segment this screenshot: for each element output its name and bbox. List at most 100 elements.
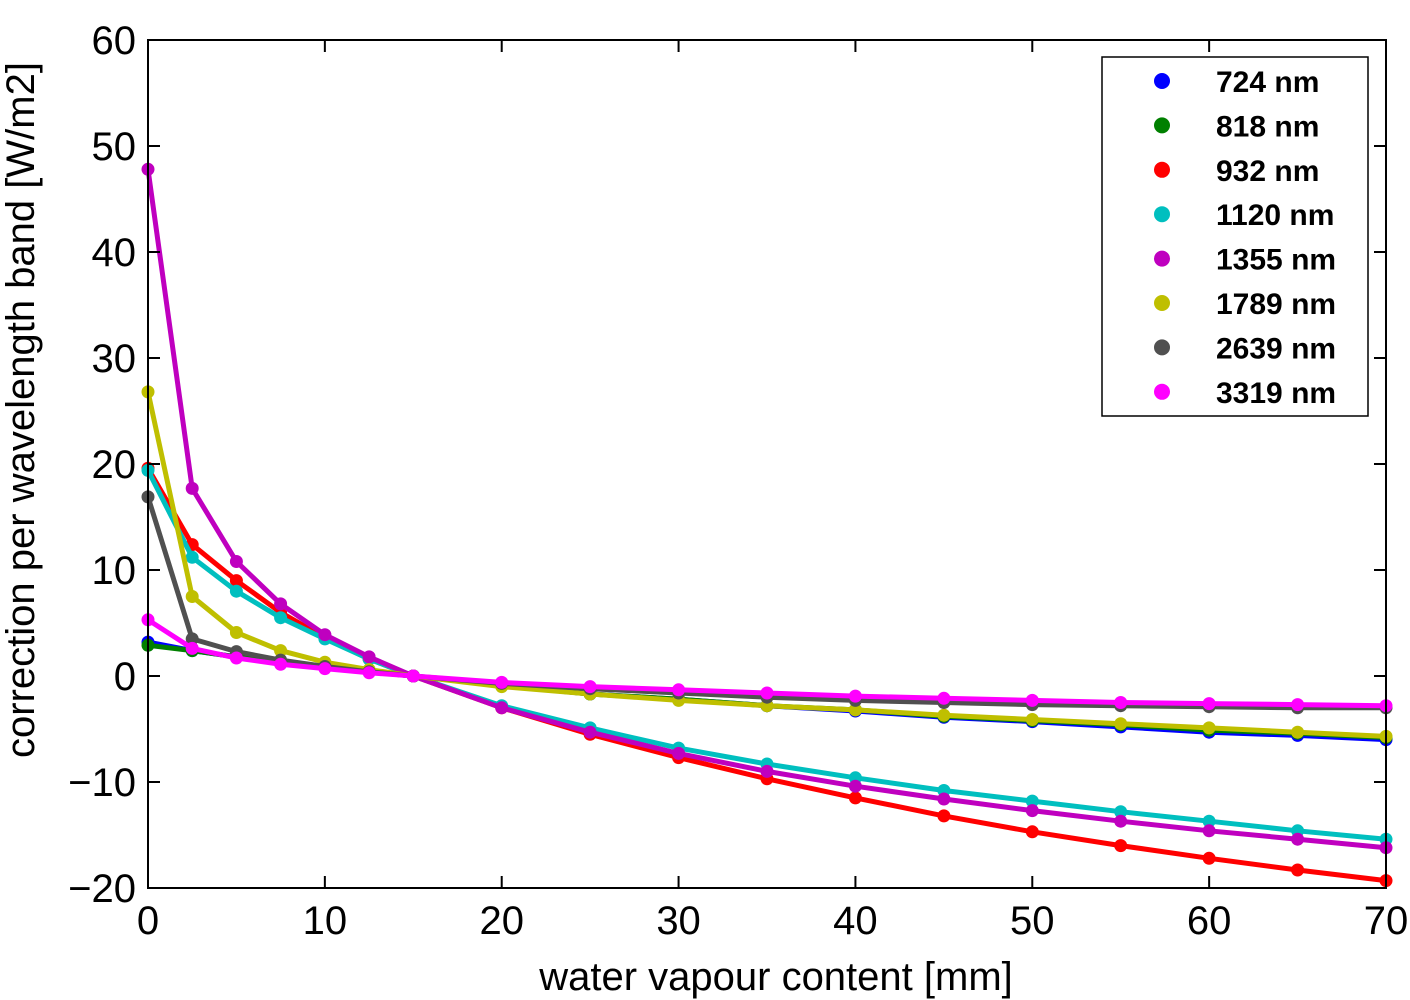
data-point (495, 701, 509, 715)
data-point (318, 628, 332, 642)
data-point (937, 809, 951, 823)
legend-item: 1789 nm (1154, 288, 1336, 321)
series-1355-nm (141, 162, 1393, 855)
data-point (583, 680, 597, 694)
data-point (1114, 717, 1128, 731)
data-point (937, 691, 951, 705)
data-point (1025, 713, 1039, 726)
data-point (185, 641, 199, 655)
y-tick-label: 20 (92, 443, 137, 487)
data-point (1202, 824, 1216, 838)
data-point (406, 669, 420, 683)
x-tick-label: 50 (1010, 899, 1055, 943)
legend-marker (1154, 161, 1170, 178)
series-line (145, 166, 1389, 851)
legend-item: 724 nm (1154, 66, 1319, 99)
legend-label: 932 nm (1216, 155, 1319, 188)
legend-label: 3319 nm (1216, 377, 1336, 410)
data-point (583, 725, 597, 739)
y-tick-label: 30 (92, 337, 137, 381)
data-point (1202, 697, 1216, 711)
data-point (1202, 721, 1216, 735)
series-3319-nm (141, 613, 1393, 713)
data-point (1025, 804, 1039, 818)
legend-label: 1789 nm (1216, 288, 1336, 321)
data-point (937, 792, 951, 806)
y-tick-label: 40 (92, 231, 137, 275)
axes: 0 10 20 30 40 50 60 70 −20 −10 0 10 20 30 40 50 60 (68, 19, 1408, 943)
legend-marker (1154, 206, 1170, 223)
legend-item: 932 nm (1154, 155, 1319, 188)
data-point (1291, 863, 1305, 877)
legend-item: 818 nm (1154, 110, 1319, 143)
data-point (1291, 698, 1305, 712)
data-point (274, 644, 288, 658)
y-axis-label: correction per wavelength band [W/m2] (0, 62, 43, 758)
series-1120-nm (141, 463, 1393, 846)
series-2639-nm (141, 490, 1393, 715)
data-point (229, 584, 243, 598)
legend-box (1101, 56, 1369, 417)
legend-label: 818 nm (1216, 110, 1319, 143)
legend-marker (1154, 73, 1170, 89)
y-tick-label: −10 (68, 761, 136, 805)
legend-label: 1120 nm (1216, 199, 1334, 232)
plot-area (141, 162, 1393, 888)
data-point (229, 574, 243, 588)
data-point (274, 611, 288, 625)
data-point (274, 657, 288, 671)
data-point (1025, 693, 1039, 707)
legend-label: 2639 nm (1216, 332, 1336, 365)
data-point (229, 626, 243, 639)
data-point (848, 689, 862, 703)
data-point (1025, 794, 1039, 808)
data-point (848, 703, 862, 717)
data-point (185, 550, 199, 564)
y-tick-label: 60 (92, 19, 137, 63)
series-line (145, 494, 1389, 711)
y-tick-label: 10 (92, 549, 137, 593)
data-point (760, 686, 774, 700)
legend-item: 1120 nm (1154, 199, 1334, 232)
legend-marker (1154, 295, 1170, 311)
legend-marker (1154, 383, 1170, 400)
data-point (848, 779, 862, 793)
series-line (145, 467, 1389, 842)
legend-label: 724 nm (1216, 66, 1319, 99)
data-point (362, 666, 376, 680)
data-point (1291, 725, 1305, 739)
data-point (185, 632, 199, 646)
x-tick-label: 30 (656, 899, 701, 943)
data-point (229, 555, 243, 568)
legend-label: 1355 nm (1216, 244, 1336, 277)
data-point (229, 651, 243, 665)
legend: 724 nm 818 nm 932 nm 1120 nm 1355 nm 1789 nm 2… (1101, 56, 1369, 417)
series-1789-nm (141, 385, 1393, 743)
legend-item: 1355 nm (1154, 244, 1336, 277)
data-point (672, 746, 686, 760)
series-line (145, 389, 1389, 739)
data-point (318, 662, 332, 676)
y-tick-label: 50 (92, 125, 137, 169)
data-point (1202, 851, 1216, 865)
legend-marker (1154, 117, 1170, 134)
data-point (848, 791, 862, 805)
data-point (1291, 832, 1305, 846)
data-point (672, 683, 686, 697)
x-tick-label: 20 (479, 899, 524, 943)
series-line (145, 617, 1389, 709)
legend-item: 2639 nm (1154, 332, 1336, 365)
data-point (362, 650, 376, 664)
y-tick-label: −20 (68, 867, 136, 911)
data-point (274, 597, 288, 611)
data-point (1114, 805, 1128, 819)
data-point (937, 708, 951, 722)
x-tick-label: 60 (1187, 899, 1232, 943)
y-tick-label: 0 (114, 655, 136, 699)
data-point (1025, 825, 1039, 839)
x-tick-label: 70 (1364, 899, 1409, 943)
legend-marker (1154, 250, 1170, 267)
x-tick-label: 10 (303, 899, 348, 943)
